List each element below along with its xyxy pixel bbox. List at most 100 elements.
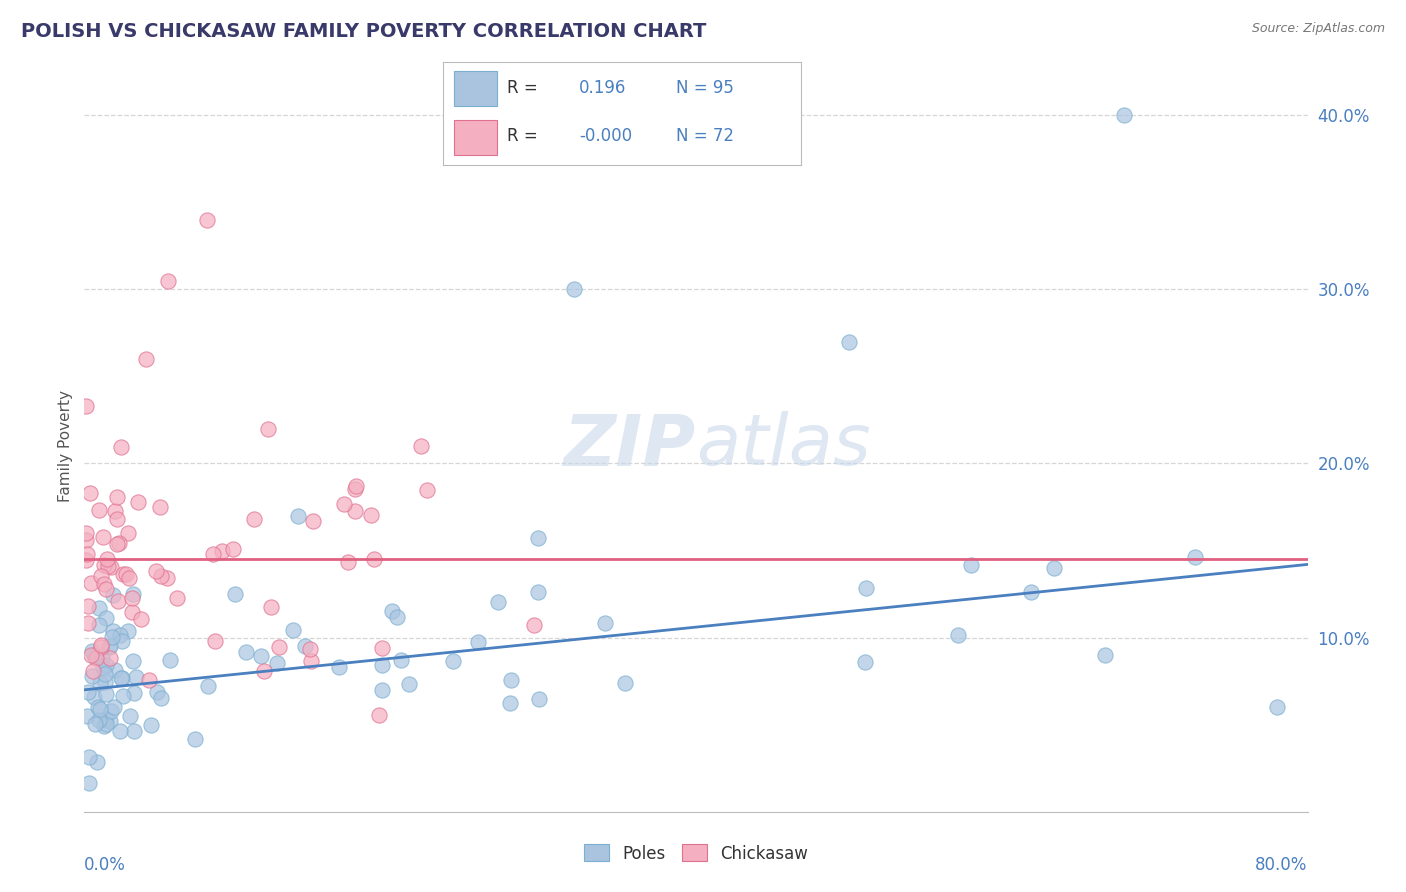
Point [103, 624, 125, 639]
Bar [454, 70, 496, 105]
Text: 0.0%: 0.0% [84, 855, 127, 873]
Point [855, 582, 877, 596]
Point [385, 609, 408, 624]
Point [94, 667, 117, 681]
Point [159, 653, 181, 667]
Point [100, 714, 122, 728]
Point [328, 659, 350, 673]
Point [150, 690, 173, 705]
Point [75, 526, 97, 541]
Text: Source: ZipAtlas.com: Source: ZipAtlas.com [1251, 22, 1385, 36]
Point [110, 628, 132, 642]
Point [96, 712, 118, 726]
Text: -0.000: -0.000 [579, 128, 633, 145]
Point [124, 686, 146, 700]
Point [101, 630, 124, 644]
Point [283, 623, 305, 637]
Text: N = 95: N = 95 [676, 79, 734, 97]
Point [90, 640, 112, 654]
Point [94, 716, 117, 731]
Point [222, 542, 245, 557]
Point [75, 552, 97, 566]
Point [115, 566, 138, 581]
Point [344, 479, 367, 493]
Point [243, 512, 266, 526]
Point [80, 576, 103, 591]
Point [83, 648, 105, 663]
Point [250, 648, 273, 663]
Bar [454, 120, 496, 155]
Point [145, 684, 167, 698]
Point [499, 696, 522, 710]
Point [269, 640, 291, 655]
Point [80, 644, 103, 658]
Text: 0.196: 0.196 [579, 79, 627, 97]
Point [409, 439, 432, 453]
Point [107, 490, 129, 504]
Point [526, 531, 548, 545]
Point [100, 704, 122, 718]
Point [266, 657, 288, 671]
Point [183, 732, 205, 747]
Point [111, 634, 134, 648]
Point [124, 670, 146, 684]
Point [853, 656, 876, 670]
Point [145, 564, 167, 578]
Point [224, 587, 246, 601]
Point [108, 535, 131, 549]
Point [166, 591, 188, 605]
Point [104, 504, 127, 518]
Point [117, 624, 139, 638]
Point [522, 617, 544, 632]
Point [103, 699, 125, 714]
Point [76, 599, 98, 613]
Point [398, 677, 420, 691]
Point [107, 594, 129, 608]
Point [93, 577, 115, 591]
Point [613, 675, 636, 690]
Point [89, 600, 111, 615]
Point [121, 605, 143, 619]
Point [360, 508, 382, 523]
Point [121, 591, 143, 605]
Point [76, 533, 98, 547]
Point [93, 660, 115, 674]
Text: R =: R = [508, 79, 538, 97]
Text: 80.0%: 80.0% [1256, 855, 1308, 873]
Point [1114, 108, 1136, 122]
Point [527, 692, 550, 706]
Point [100, 560, 122, 574]
Point [89, 702, 111, 716]
Point [157, 274, 180, 288]
Point [118, 571, 141, 585]
Legend: Poles, Chickasaw: Poles, Chickasaw [576, 838, 815, 869]
Y-axis label: Family Poverty: Family Poverty [58, 390, 73, 502]
Point [299, 654, 322, 668]
Point [299, 642, 322, 657]
Point [93, 530, 115, 544]
Point [89, 675, 111, 690]
Point [86, 756, 108, 770]
Point [122, 655, 145, 669]
Point [76, 548, 98, 562]
Point [110, 671, 132, 685]
Point [79, 485, 101, 500]
Point [117, 525, 139, 540]
Point [467, 635, 489, 649]
Point [155, 571, 177, 585]
Point [211, 543, 233, 558]
Point [294, 640, 316, 654]
Point [344, 504, 367, 518]
Point [122, 724, 145, 739]
Point [260, 599, 283, 614]
Point [204, 634, 226, 648]
Point [84, 651, 107, 665]
Point [131, 612, 153, 626]
Point [135, 351, 157, 366]
Point [94, 582, 117, 597]
Point [105, 537, 128, 551]
Point [389, 652, 412, 666]
Point [1094, 648, 1116, 663]
Text: atlas: atlas [696, 411, 870, 481]
Point [122, 587, 145, 601]
